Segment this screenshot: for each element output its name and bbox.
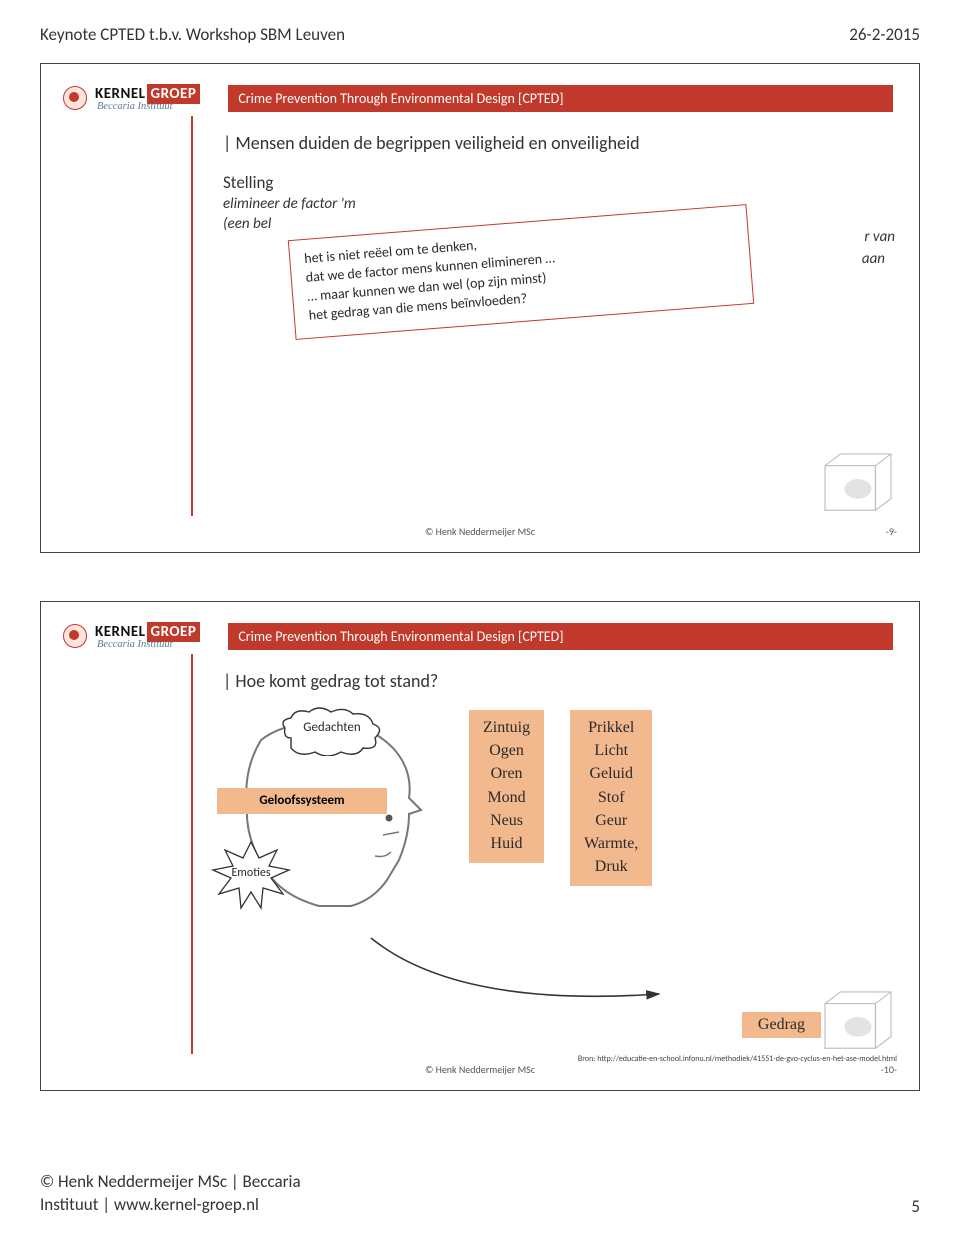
stimulus-column: Prikkel Licht Geluid Stof Geur Warmte, D… [570, 710, 652, 886]
slide1-section-title: | Mensen duiden de begrippen veiligheid … [223, 132, 897, 154]
brand-text: KERNELGROEP [95, 623, 200, 641]
slide2-credit: © Henk Neddermeijer MSc [425, 1063, 535, 1076]
brand-black: KERNEL [95, 85, 146, 103]
starburst-label: Emoties [211, 866, 291, 880]
diagram-row: Geloofssysteem Gedachten Emoties [223, 710, 897, 920]
vertical-divider [191, 654, 193, 1054]
colB-r3: Stof [584, 786, 638, 809]
footer-line2: Instituut | www.kernel-groep.nl [40, 1194, 301, 1217]
slide1-branding: KERNELGROEP Beccaria Instituut Crime Pre… [63, 78, 897, 118]
sense-column: Zintuig Ogen Oren Mond Neus Huid [469, 710, 544, 863]
cube-icon [819, 990, 897, 1056]
stelling-label: Stelling [223, 172, 897, 193]
colB-r2: Geluid [584, 762, 638, 785]
header-left: Keynote CPTED t.b.v. Workshop SBM Leuven [40, 24, 345, 45]
slide-2: KERNELGROEP Beccaria Instituut Crime Pre… [40, 601, 920, 1091]
colB-r6: Druk [584, 855, 638, 878]
slide-1: KERNELGROEP Beccaria Instituut Crime Pre… [40, 63, 920, 553]
colB-h: Prikkel [584, 716, 638, 739]
source-citation: Bron: http://educatie-en-school.infonu.n… [578, 1054, 897, 1064]
colB-r4: Geur [584, 809, 638, 832]
slide2-banner: Crime Prevention Through Environmental D… [228, 623, 893, 650]
emotion-starburst: Emoties [211, 840, 291, 912]
head-diagram: Geloofssysteem Gedachten Emoties [223, 710, 443, 920]
colB-r5: Warmte, [584, 832, 638, 855]
vertical-divider [191, 116, 193, 516]
remnant-2: aan [862, 250, 885, 268]
colB-r1: Licht [584, 739, 638, 762]
arrow-icon [367, 934, 667, 1014]
slide1-pagenum: -9- [886, 525, 897, 538]
page-header: Keynote CPTED t.b.v. Workshop SBM Leuven… [40, 24, 920, 45]
header-right: 26-2-2015 [849, 24, 920, 45]
logo-icon [63, 624, 87, 648]
gedrag-box: Gedrag [742, 1012, 821, 1038]
remnant-1: r van [864, 228, 895, 246]
logo-icon [63, 86, 87, 110]
cube-icon [819, 452, 897, 518]
colA-r4: Neus [483, 809, 530, 832]
colA-h: Zintuig [483, 716, 530, 739]
colA-r3: Mond [483, 786, 530, 809]
brand-block: KERNELGROEP Beccaria Instituut [95, 623, 200, 650]
footer-line1: © Henk Neddermeijer MSc | Beccaria [40, 1171, 301, 1194]
colA-r2: Oren [483, 762, 530, 785]
slide1-credit: © Henk Neddermeijer MSc [425, 525, 535, 538]
colA-r1: Ogen [483, 739, 530, 762]
page-footer: © Henk Neddermeijer MSc | Beccaria Insti… [40, 1171, 920, 1217]
slide2-section-title: | Hoe komt gedrag tot stand? [223, 670, 897, 692]
colA-r5: Huid [483, 832, 530, 855]
brand-block: KERNELGROEP Beccaria Instituut [95, 85, 200, 112]
brand-text: KERNELGROEP [95, 85, 200, 103]
page: Keynote CPTED t.b.v. Workshop SBM Leuven… [0, 0, 960, 1241]
brand-black: KERNEL [95, 623, 146, 641]
cloud-label: Gedachten [277, 720, 387, 735]
slide2-pagenum: -10- [881, 1063, 897, 1076]
stelling-line1: elimineer de factor 'm [223, 195, 897, 215]
footer-left: © Henk Neddermeijer MSc | Beccaria Insti… [40, 1171, 301, 1217]
slide2-branding: KERNELGROEP Beccaria Instituut Crime Pre… [63, 616, 897, 656]
belief-band: Geloofssysteem [217, 788, 387, 814]
slide2-content: | Hoe komt gedrag tot stand? Geloofssyst… [223, 670, 897, 920]
footer-page-number: 5 [911, 1196, 920, 1217]
slide1-banner: Crime Prevention Through Environmental D… [228, 85, 893, 112]
thought-cloud: Gedachten [277, 706, 387, 756]
